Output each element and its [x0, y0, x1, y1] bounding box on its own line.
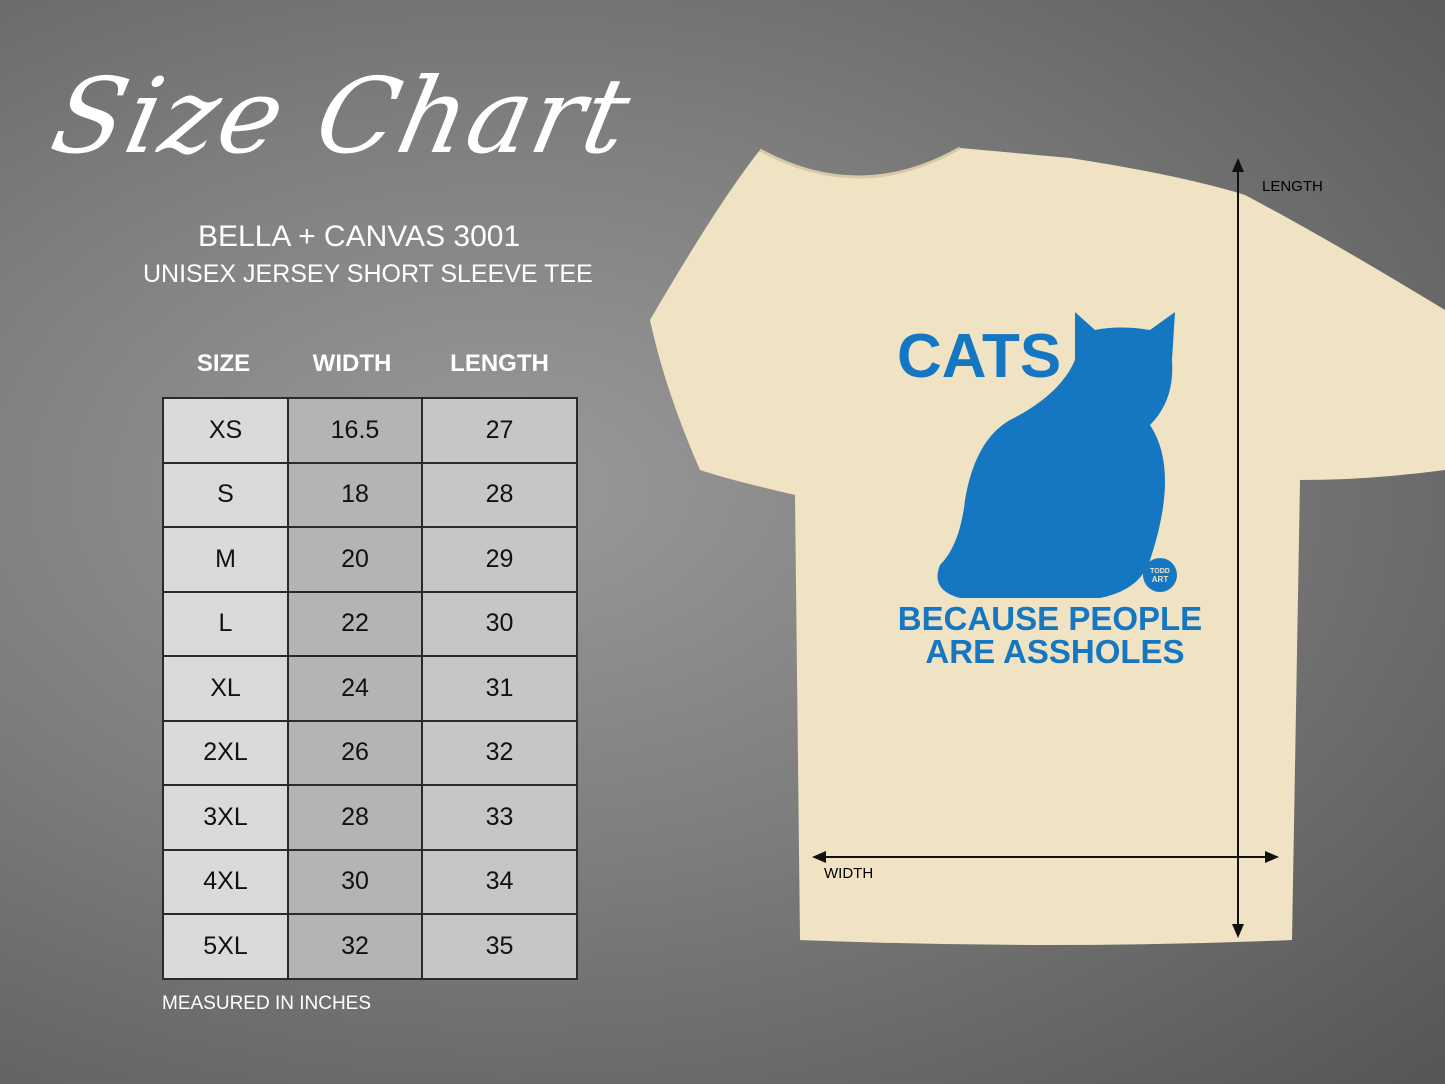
brand-title: BELLA + CANVAS 3001 — [198, 220, 521, 253]
length-cell: 29 — [421, 526, 578, 593]
width-cell: 24 — [287, 655, 423, 722]
column-header-size: SIZE — [196, 350, 251, 377]
size-table: XS 16.5 27 S 18 28 M 20 29 L 22 30 XL 24 31 2XL 26 32 3XL 2… — [162, 397, 578, 980]
length-cell: 28 — [421, 461, 578, 528]
length-label: LENGTH — [1262, 178, 1323, 195]
svg-text:ART: ART — [1152, 575, 1169, 584]
length-cell: 35 — [421, 913, 578, 980]
length-cell: 27 — [421, 397, 578, 464]
table-row: 3XL 28 33 — [162, 784, 578, 851]
length-cell: 31 — [421, 655, 578, 722]
print-cats-text: CATS — [897, 322, 1061, 391]
table-row: S 18 28 — [162, 461, 578, 528]
size-cell: 2XL — [162, 719, 289, 786]
arrow-head-right-icon — [1265, 851, 1279, 863]
length-cell: 32 — [421, 719, 578, 786]
size-cell: 3XL — [162, 784, 289, 851]
size-cell: XS — [162, 397, 289, 464]
width-cell: 20 — [287, 526, 423, 593]
length-cell: 33 — [421, 784, 578, 851]
size-cell: M — [162, 526, 289, 593]
size-cell: XL — [162, 655, 289, 722]
width-cell: 32 — [287, 913, 423, 980]
width-cell: 26 — [287, 719, 423, 786]
print-line-2: BECAUSE PEOPLE — [898, 600, 1202, 637]
length-cell: 34 — [421, 848, 578, 915]
size-cell: 5XL — [162, 913, 289, 980]
size-cell: 4XL — [162, 848, 289, 915]
table-row: M 20 29 — [162, 526, 578, 593]
width-cell: 16.5 — [287, 397, 423, 464]
measurement-note: MEASURED IN INCHES — [162, 993, 372, 1014]
print-line-3: ARE ASSHOLES — [925, 633, 1184, 670]
table-row: XS 16.5 27 — [162, 397, 578, 464]
cat-graphic — [937, 312, 1177, 598]
width-label: WIDTH — [824, 865, 873, 882]
width-cell: 30 — [287, 848, 423, 915]
table-row: XL 24 31 — [162, 655, 578, 722]
width-cell: 18 — [287, 461, 423, 528]
length-cell: 30 — [421, 590, 578, 657]
column-header-length: LENGTH — [450, 350, 549, 377]
table-row: 4XL 30 34 — [162, 848, 578, 915]
size-cell: L — [162, 590, 289, 657]
table-row: 2XL 26 32 — [162, 719, 578, 786]
svg-text:TODD: TODD — [1150, 568, 1170, 575]
todd-art-logo — [1143, 558, 1177, 592]
arrow-head-down-icon — [1232, 924, 1244, 938]
column-header-width: WIDTH — [312, 350, 392, 377]
tshirt-collar — [759, 146, 961, 179]
arrow-head-left-icon — [812, 851, 826, 863]
width-cell: 22 — [287, 590, 423, 657]
arrow-head-up-icon — [1232, 158, 1244, 172]
model-subtitle: UNISEX JERSEY SHORT SLEEVE TEE — [143, 260, 593, 288]
table-row: 5XL 32 35 — [162, 913, 578, 980]
size-cell: S — [162, 461, 289, 528]
table-row: L 22 30 — [162, 590, 578, 657]
width-cell: 28 — [287, 784, 423, 851]
